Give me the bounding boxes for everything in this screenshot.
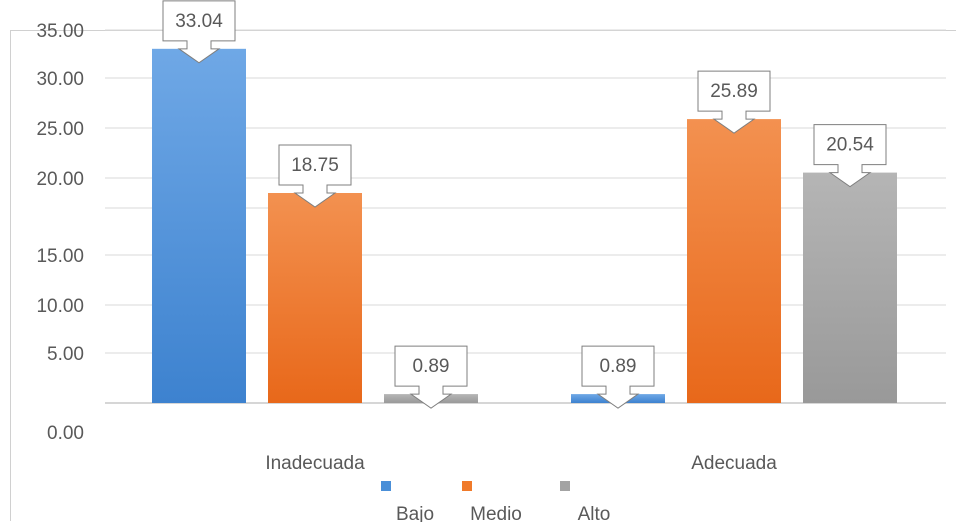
y-tick-label: 30.00 <box>36 69 84 90</box>
bars <box>152 48 897 403</box>
data-label: 18.75 <box>291 155 339 176</box>
bar <box>803 172 897 403</box>
x-axis-category-labels: Inadecuada Adecuada <box>265 453 777 474</box>
category-label: Inadecuada <box>265 453 365 474</box>
legend-label: Alto <box>578 504 611 522</box>
data-label-callout: 33.04 <box>162 0 236 64</box>
data-labels: 33.04 18.75 0.89 0.89 25.89 20.54 <box>162 0 887 409</box>
category-label: Adecuada <box>691 453 777 474</box>
data-label-box <box>394 345 468 409</box>
y-tick-label: 5.00 <box>47 344 84 365</box>
legend-item: Alto <box>560 481 610 522</box>
data-label-box <box>162 0 236 64</box>
data-label: 0.89 <box>413 356 450 377</box>
y-tick-label: 20.00 <box>36 169 84 190</box>
legend-label: Medio <box>470 504 522 522</box>
y-tick-label: 15.00 <box>36 246 84 267</box>
data-label-callout: 0.89 <box>394 345 468 409</box>
data-label-callout: 0.89 <box>581 345 655 409</box>
legend-item: Bajo <box>381 481 434 522</box>
legend-swatch <box>381 481 391 491</box>
data-label: 0.89 <box>600 356 637 377</box>
data-label: 33.04 <box>175 11 223 32</box>
legend-label: Bajo <box>396 504 434 522</box>
bar <box>268 193 362 403</box>
y-tick-label: 25.00 <box>36 119 84 140</box>
data-label-callout: 25.89 <box>697 70 771 134</box>
data-label-callout: 18.75 <box>278 144 352 208</box>
y-tick-label: 35.00 <box>36 21 84 42</box>
data-label-box <box>697 70 771 134</box>
bar <box>687 119 781 403</box>
data-label-box <box>278 144 352 208</box>
y-tick-label: 10.00 <box>36 296 84 317</box>
data-label: 25.89 <box>710 81 758 102</box>
legend-swatch <box>462 481 472 491</box>
data-label-box <box>581 345 655 409</box>
legend-item: Medio <box>462 481 522 522</box>
legend-swatch <box>560 481 570 491</box>
data-label-callout: 20.54 <box>813 124 887 188</box>
data-label: 20.54 <box>826 135 874 156</box>
legend: Bajo Medio Alto <box>381 481 610 522</box>
y-axis-tick-labels: 0.00 5.00 10.00 15.00 20.00 25.00 30.00 35.00 <box>36 21 84 444</box>
y-tick-label: 0.00 <box>47 423 84 444</box>
bar <box>152 48 246 403</box>
data-label-box <box>813 124 887 188</box>
